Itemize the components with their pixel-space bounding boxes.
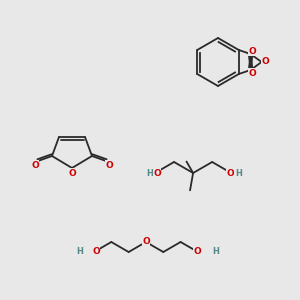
Text: H: H xyxy=(212,248,219,256)
Text: O: O xyxy=(153,169,161,178)
Text: O: O xyxy=(226,169,234,178)
Text: H: H xyxy=(76,248,83,256)
Text: O: O xyxy=(193,248,201,256)
Text: O: O xyxy=(68,169,76,178)
Text: O: O xyxy=(142,238,150,247)
Text: O: O xyxy=(262,58,269,67)
Text: O: O xyxy=(105,160,113,169)
Text: O: O xyxy=(92,248,100,256)
Text: O: O xyxy=(31,160,39,169)
Text: O: O xyxy=(249,46,256,56)
Text: H: H xyxy=(147,169,153,178)
Text: O: O xyxy=(249,68,256,77)
Text: H: H xyxy=(235,169,242,178)
